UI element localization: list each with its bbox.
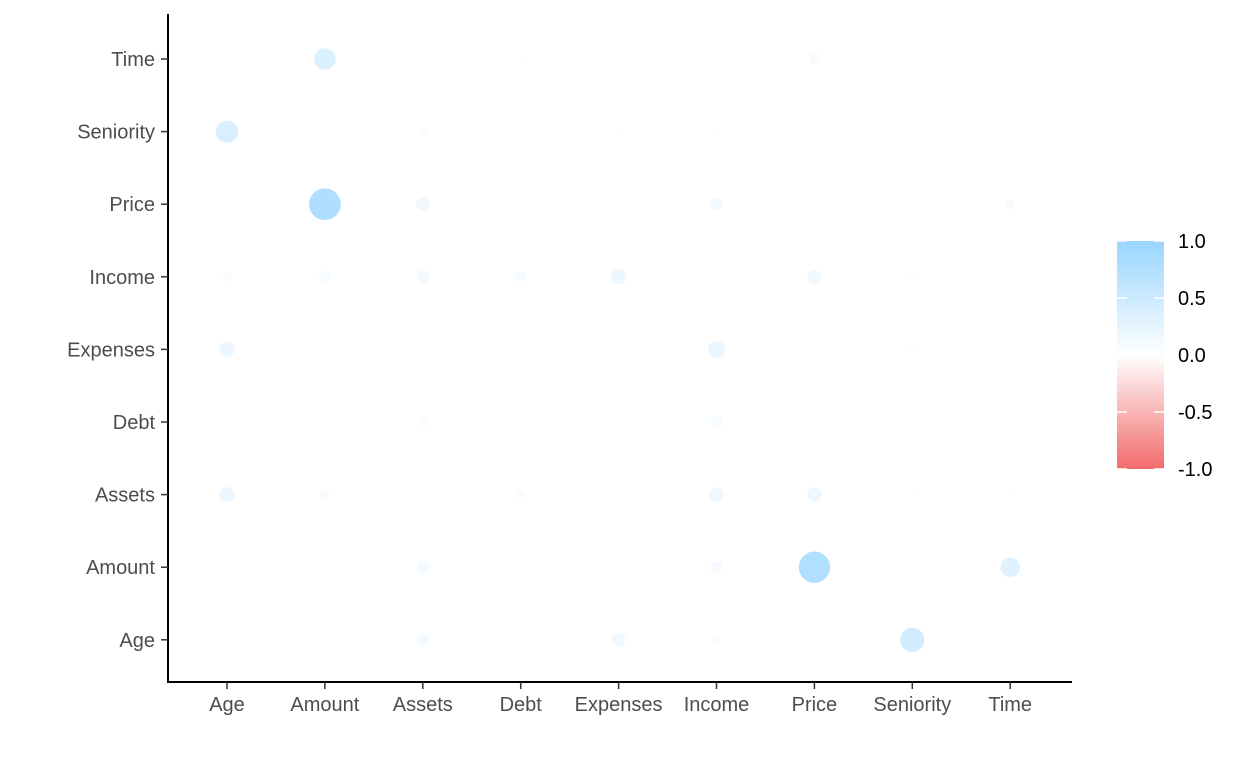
legend-tick-label: 0.5 — [1178, 288, 1206, 310]
x-tick-label: Seniority — [873, 694, 951, 716]
y-tick-label: Seniority — [77, 122, 155, 144]
bubble-seniority-age — [215, 120, 239, 143]
bubble-price-expenses — [616, 202, 621, 207]
bubble-assets-income — [709, 487, 724, 502]
bubble-price-age — [225, 202, 229, 207]
bubble-age-time — [1008, 637, 1013, 642]
legend-tick-label: -0.5 — [1178, 402, 1212, 424]
bubble-time-amount — [314, 48, 336, 70]
bubble-seniority-time — [1008, 129, 1013, 134]
bubble-amount-price — [798, 551, 831, 583]
bubble-layer — [215, 48, 1021, 652]
bubble-expenses-amount — [322, 347, 327, 352]
bubble-amount-debt — [518, 565, 523, 570]
bubble-assets-time — [1008, 492, 1013, 497]
bubble-time-debt — [517, 55, 524, 63]
x-tick-label: Debt — [500, 694, 543, 716]
legend-tick-label: 0.0 — [1178, 345, 1206, 367]
bubble-price-debt — [518, 202, 523, 207]
bubble-income-price — [807, 269, 822, 284]
y-tick-label: Price — [109, 194, 155, 216]
y-tick-label: Amount — [86, 557, 155, 579]
bubble-debt-expenses — [616, 420, 621, 424]
x-tick-label: Time — [988, 694, 1032, 716]
bubble-income-expenses — [610, 269, 627, 285]
bubble-age-seniority — [900, 627, 925, 652]
y-axis-ticks: Age Amount Assets Debt Expenses Income Price Se… — [67, 49, 168, 652]
y-tick-label: Income — [89, 267, 155, 289]
y-tick-label: Age — [119, 630, 155, 652]
bubble-debt-seniority — [910, 420, 915, 424]
bubble-assets-price — [807, 487, 822, 502]
y-tick-label: Expenses — [67, 339, 155, 361]
bubble-debt-income — [710, 416, 723, 428]
legend-ticks: 1.0 0.5 0.0 -0.5 -1.0 — [1117, 231, 1212, 481]
bubble-seniority-price — [812, 129, 817, 134]
bubble-age-assets — [416, 633, 430, 647]
y-tick-label: Assets — [95, 485, 155, 507]
bubble-assets-amount — [319, 489, 330, 500]
bubble-seniority-assets — [418, 127, 428, 137]
bubble-amount-time — [1000, 557, 1021, 578]
x-tick-label: Income — [684, 694, 750, 716]
bubble-income-assets — [416, 270, 430, 284]
bubble-price-seniority — [910, 202, 915, 207]
x-tick-label: Expenses — [575, 694, 663, 716]
bubble-amount-assets — [416, 560, 430, 574]
bubble-expenses-assets — [420, 347, 425, 352]
bubble-price-income — [710, 197, 723, 211]
color-legend: 1.0 0.5 0.0 -0.5 -1.0 — [1117, 231, 1212, 481]
bubble-income-seniority — [908, 273, 916, 281]
bubble-expenses-income — [708, 340, 725, 358]
y-tick-label: Time — [111, 49, 155, 71]
bubble-seniority-debt — [518, 129, 523, 134]
bubble-amount-expenses — [616, 565, 621, 570]
bubble-time-price — [808, 53, 821, 65]
bubble-price-assets — [416, 197, 430, 211]
bubble-price-amount — [309, 188, 341, 221]
bubble-time-assets — [420, 57, 425, 61]
bubble-age-expenses — [611, 632, 626, 647]
bubble-income-debt — [515, 271, 527, 283]
bubble-age-debt — [518, 637, 524, 643]
bubble-seniority-income — [712, 127, 721, 136]
x-tick-label: Assets — [393, 694, 453, 716]
x-tick-label: Age — [209, 694, 245, 716]
bubble-time-age — [225, 57, 229, 61]
legend-tick-label: -1.0 — [1178, 459, 1212, 481]
bubble-seniority-expenses — [615, 128, 623, 136]
bubble-expenses-seniority — [909, 346, 916, 353]
x-tick-label: Amount — [290, 694, 359, 716]
bubble-expenses-debt — [518, 347, 523, 352]
bubble-expenses-age — [219, 341, 235, 358]
bubble-age-price — [811, 637, 817, 643]
bubble-time-seniority — [910, 57, 915, 61]
x-tick-label: Price — [792, 694, 838, 716]
x-axis-ticks: Age Amount Assets Debt Expenses Income Price Se… — [209, 682, 1032, 716]
bubble-income-time — [1008, 274, 1013, 279]
bubble-assets-seniority — [909, 491, 916, 498]
bubble-income-amount — [319, 271, 331, 283]
bubble-debt-age — [225, 420, 229, 424]
bubble-age-income — [712, 635, 721, 645]
bubble-debt-price — [812, 420, 817, 424]
bubble-debt-time — [1008, 420, 1013, 424]
bubble-assets-expenses — [616, 492, 621, 497]
bubble-debt-assets — [418, 417, 428, 427]
bubble-assets-age — [219, 486, 235, 503]
bubble-amount-income — [710, 561, 723, 574]
bubble-price-time — [1005, 199, 1015, 209]
legend-tick-label: 1.0 — [1178, 231, 1206, 253]
bubble-income-age — [222, 272, 232, 282]
axes — [167, 14, 1072, 683]
bubble-expenses-price — [812, 347, 817, 352]
y-tick-label: Debt — [113, 412, 156, 434]
bubble-debt-amount — [322, 420, 327, 424]
bubble-time-income — [714, 57, 719, 61]
bubble-assets-debt — [516, 490, 526, 500]
